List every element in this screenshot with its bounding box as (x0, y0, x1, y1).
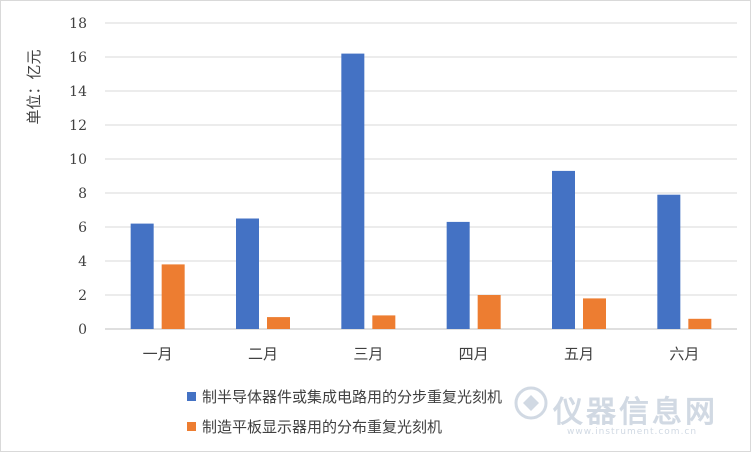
y-tick-label: 18 (69, 16, 87, 32)
y-tick-label: 16 (69, 50, 87, 66)
bar-series-2-4 (477, 295, 501, 329)
bar-series-1-5 (552, 170, 575, 329)
bar-series-2-1 (161, 264, 185, 329)
bar-series-1-4 (446, 221, 470, 329)
legend: 制半导体器件或集成电路用的分步重复光刻机 制造平板显示器用的分布重复光刻机 (187, 381, 502, 441)
legend-swatch-series-1 (187, 391, 196, 401)
x-category-label: 六月 (669, 345, 699, 363)
y-axis-label: 单位：亿元 (25, 49, 43, 124)
x-category-label: 二月 (248, 345, 278, 363)
legend-label-series-2: 制造平板显示器用的分布重复光刻机 (202, 417, 443, 436)
legend-swatch-series-2 (187, 421, 196, 431)
y-tick-label: 12 (69, 118, 87, 134)
watermark-logo-icon (514, 386, 548, 420)
bar-series-2-6 (688, 318, 712, 329)
bar-series-1-2 (236, 218, 259, 329)
bar-series-1-1 (130, 223, 154, 329)
y-tick-labels: 0 2 4 6 8 10 12 14 16 18 (69, 16, 87, 338)
bar-series-1-6 (657, 194, 681, 329)
legend-item-series-1: 制半导体器件或集成电路用的分步重复光刻机 (187, 381, 502, 411)
watermark-text: 仪器信息网 (553, 395, 718, 430)
y-tick-label: 14 (69, 84, 87, 100)
y-tick-label: 6 (78, 220, 87, 236)
bars (130, 53, 712, 329)
bar-series-2-2 (267, 317, 290, 329)
y-tick-label: 10 (69, 152, 87, 168)
y-tick-label: 0 (78, 322, 87, 338)
legend-item-series-2: 制造平板显示器用的分布重复光刻机 (187, 411, 502, 441)
watermark: 仪器信息网 www.instrument.com.cn (514, 386, 718, 437)
gridlines (105, 22, 737, 330)
x-category-labels: 一月 二月 三月 四月 五月 六月 (143, 345, 700, 363)
bar-series-2-3 (372, 315, 396, 329)
x-category-label: 五月 (564, 345, 594, 363)
legend-label-series-1: 制半导体器件或集成电路用的分步重复光刻机 (202, 387, 503, 406)
bar-series-1-3 (341, 53, 365, 329)
y-tick-label: 2 (78, 288, 87, 304)
x-category-label: 三月 (353, 345, 383, 363)
bar-series-2-5 (583, 298, 606, 329)
x-category-label: 四月 (459, 345, 489, 363)
y-tick-label: 4 (78, 254, 87, 270)
y-tick-label: 8 (78, 186, 87, 202)
watermark-url: www.instrument.com.cn (567, 427, 698, 437)
x-category-label: 一月 (143, 345, 173, 363)
